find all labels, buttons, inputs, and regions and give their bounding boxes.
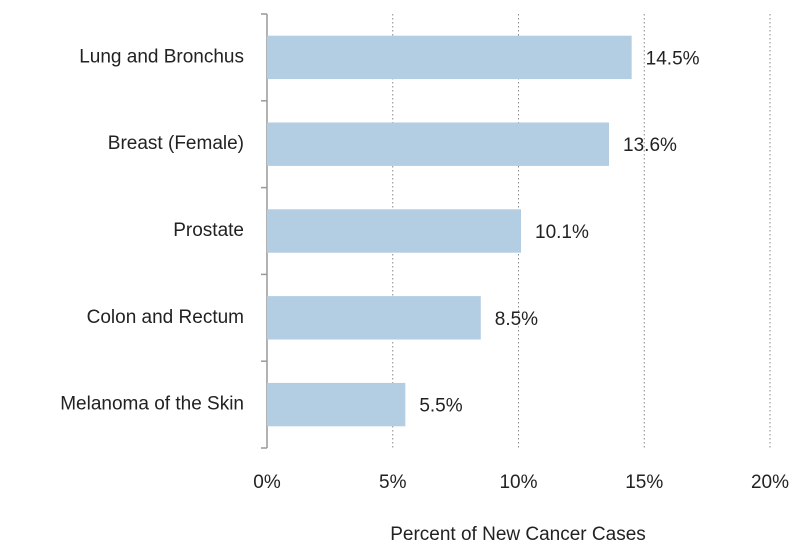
x-tick-label: 10% bbox=[499, 472, 537, 493]
bar bbox=[267, 35, 632, 80]
data-label: 13.6% bbox=[623, 135, 677, 156]
bar bbox=[267, 209, 522, 253]
y-tick-label: Prostate bbox=[173, 220, 244, 241]
x-tick-label: 20% bbox=[751, 472, 789, 493]
bar bbox=[267, 122, 610, 166]
bar bbox=[267, 296, 481, 340]
y-tick-label: Breast (Female) bbox=[108, 133, 244, 154]
x-tick-label: 5% bbox=[379, 472, 407, 493]
bar bbox=[267, 382, 406, 427]
data-label: 10.1% bbox=[535, 222, 589, 243]
data-label: 5.5% bbox=[419, 396, 462, 417]
y-tick-label: Melanoma of the Skin bbox=[60, 394, 244, 415]
x-tick-label: 15% bbox=[625, 472, 663, 493]
y-tick-label: Lung and Bronchus bbox=[79, 46, 244, 67]
data-label: 8.5% bbox=[495, 309, 538, 330]
x-tick-label: 0% bbox=[253, 472, 281, 493]
x-axis-label: Percent of New Cancer Cases bbox=[390, 524, 646, 544]
data-label: 14.5% bbox=[646, 48, 700, 69]
y-tick-label: Colon and Rectum bbox=[87, 307, 244, 328]
